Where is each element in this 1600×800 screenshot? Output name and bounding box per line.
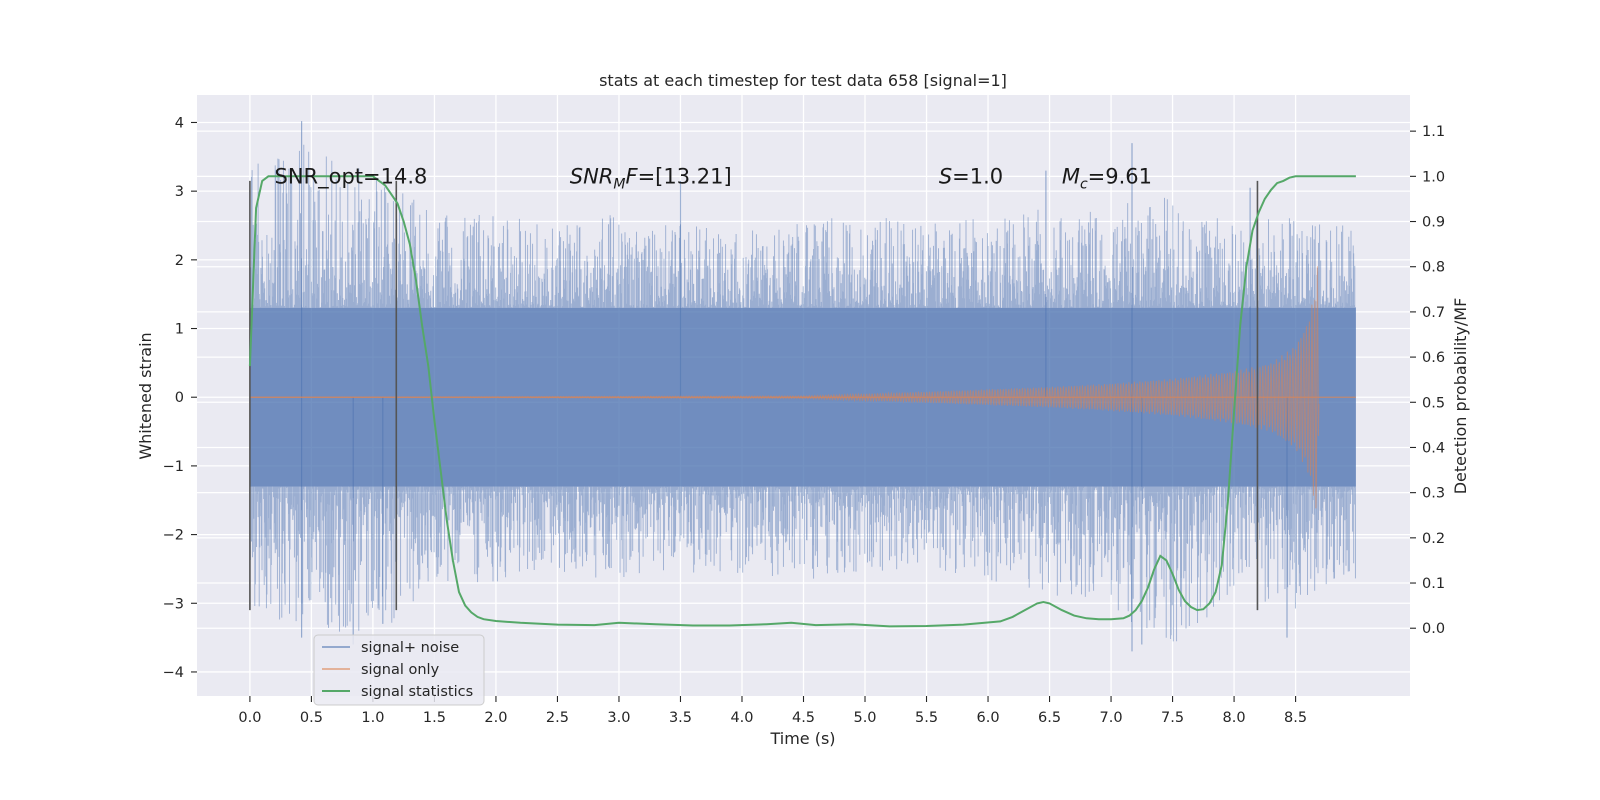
- tick-label-bottom: 4.0: [730, 710, 753, 726]
- tick-label-bottom: 0.5: [300, 710, 323, 726]
- tick-label-right: 0.4: [1422, 440, 1445, 456]
- tick-label-bottom: 7.0: [1100, 710, 1123, 726]
- tick-label-bottom: 7.5: [1161, 710, 1184, 726]
- y-axis-right: 1.1 1.0 0.9 0.8 0.7 0.6 0.5 0.4 0.3 0.2 0.1 0.0: [1410, 124, 1445, 637]
- tick-label-right: 0.3: [1422, 486, 1445, 502]
- annotation-snr-opt: SNR_opt=14.8: [275, 164, 428, 189]
- tick-label-bottom: 0.0: [238, 710, 261, 726]
- tick-label-right: 0.7: [1422, 305, 1445, 321]
- annotation-s-value: S=1.0: [939, 164, 1003, 188]
- tick-label-bottom: 5.0: [853, 710, 876, 726]
- tick-label-left: 3: [175, 184, 184, 200]
- tick-label-right: 1.0: [1422, 169, 1445, 185]
- tick-label-bottom: 4.5: [792, 710, 815, 726]
- tick-label-bottom: 6.5: [1038, 710, 1061, 726]
- legend-box: [313, 634, 485, 706]
- tick-label-right: 0.5: [1422, 395, 1445, 411]
- legend-label-signal: signal only: [361, 662, 440, 678]
- tick-label-left: −3: [163, 596, 184, 612]
- series-signal-statistics: [248, 175, 1356, 628]
- legend-label-stats: signal statistics: [361, 684, 473, 700]
- tick-label-bottom: 8.5: [1284, 710, 1307, 726]
- tick-label-bottom: 3.0: [607, 710, 630, 726]
- tick-label-left: 0: [175, 390, 184, 406]
- signal-statistics-line: [248, 175, 1356, 628]
- annotation-snr-mf: SNRMF=[13.21]: [570, 164, 732, 192]
- y-axis-label-left: Whitened strain: [136, 332, 155, 459]
- tick-label-right: 0.0: [1422, 621, 1445, 637]
- tick-label-bottom: 8.0: [1223, 710, 1246, 726]
- annotation-chirp-mass: Mc=9.61: [1062, 164, 1152, 192]
- y-axis-label-right: Detection probability/MF: [1451, 298, 1470, 495]
- tick-label-left: −1: [163, 459, 184, 475]
- tick-label-left: −4: [163, 665, 184, 681]
- legend-label-noise: signal+ noise: [361, 640, 459, 656]
- detection-markers: [249, 180, 1259, 611]
- series-signal-only: [249, 266, 1356, 509]
- tick-label-bottom: 3.5: [669, 710, 692, 726]
- tick-label-left: 1: [175, 322, 184, 338]
- tick-label-bottom: 1.5: [423, 710, 446, 726]
- tick-label-left: −2: [163, 528, 184, 544]
- annotations: SNR_opt=14.8 SNRMF=[13.21] S=1.0 Mc=9.61: [275, 164, 1153, 192]
- y-axis-left: 4 3 2 1 0 −1 −2 −3 −4: [163, 115, 197, 681]
- tick-label-right: 0.1: [1422, 576, 1445, 592]
- tick-label-left: 4: [175, 115, 184, 131]
- tick-label-bottom: 2.0: [484, 710, 507, 726]
- legend: signal+ noise signal only signal statist…: [313, 634, 485, 706]
- tick-label-bottom: 6.0: [977, 710, 1000, 726]
- chart-title: stats at each timestep for test data 658…: [599, 71, 1007, 90]
- tick-label-left: 2: [175, 253, 184, 269]
- tick-label-bottom: 1.0: [361, 710, 384, 726]
- tick-label-right: 1.1: [1422, 124, 1445, 140]
- tick-label-right: 0.2: [1422, 531, 1445, 547]
- tick-label-right: 0.9: [1422, 215, 1445, 231]
- tick-label-bottom: 5.5: [915, 710, 938, 726]
- tick-label-right: 0.6: [1422, 350, 1445, 366]
- x-axis-label: Time (s): [769, 729, 835, 748]
- tick-label-bottom: 2.5: [546, 710, 569, 726]
- tick-label-right: 0.8: [1422, 260, 1445, 276]
